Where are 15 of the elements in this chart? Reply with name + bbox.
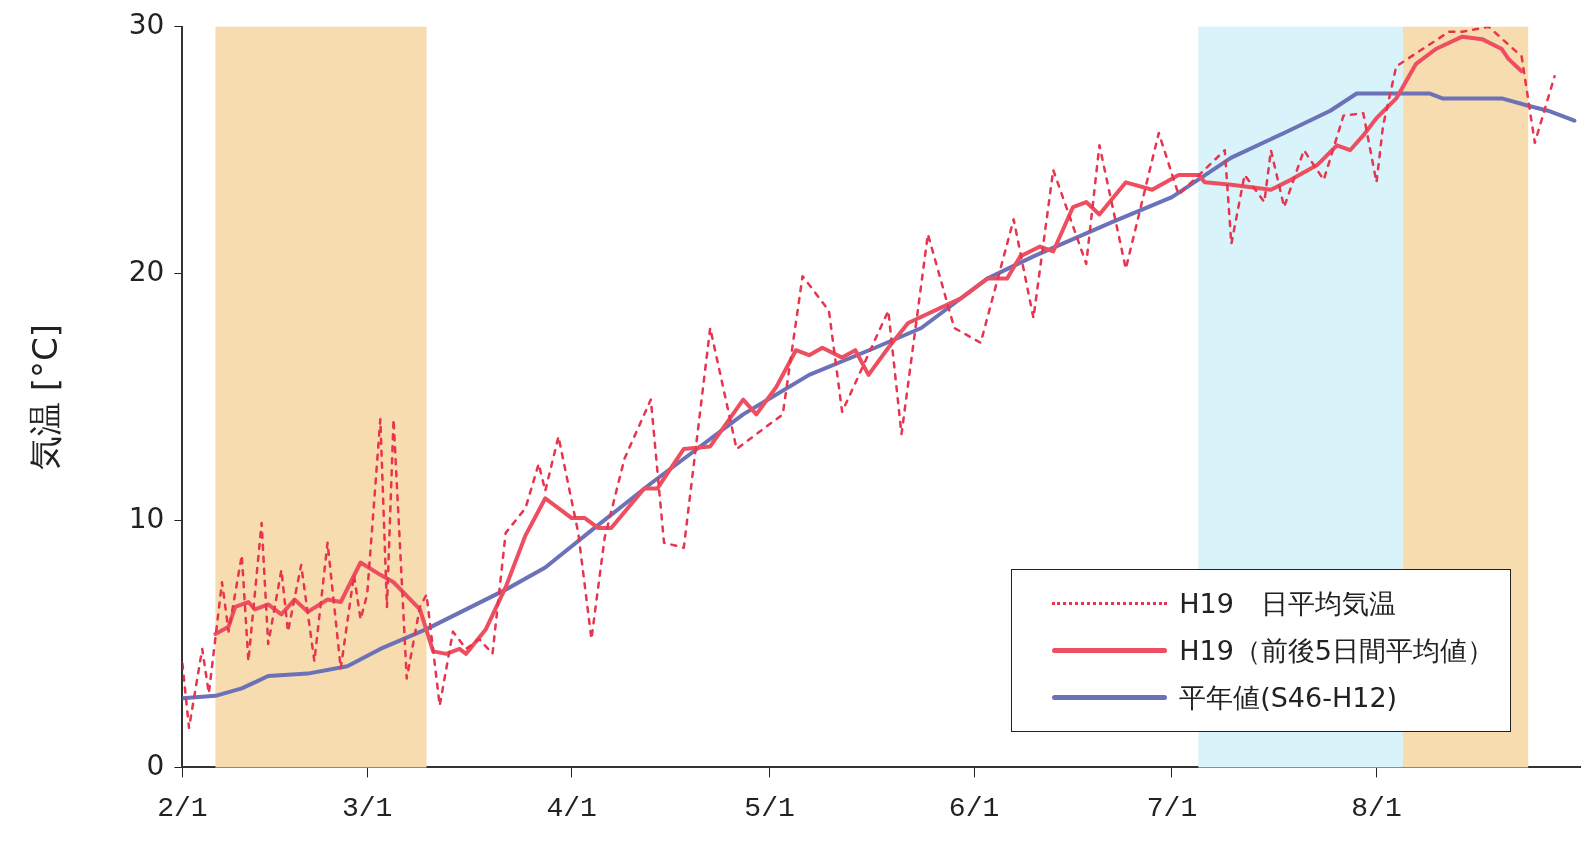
- y-axis-title: 気温 [°C]: [25, 324, 66, 471]
- y-tick-label: 10: [128, 501, 165, 535]
- x-tick-label: 7/1: [1146, 792, 1198, 824]
- x-tick-label: 5/1: [744, 792, 795, 824]
- x-tick-label: 3/1: [341, 792, 393, 824]
- legend-label: 平年値(S46-H12): [1179, 680, 1398, 715]
- x-tick-label: 6/1: [948, 792, 1000, 824]
- legend-label: H19 日平均気温: [1179, 586, 1396, 621]
- y-tick-label: 20: [128, 254, 165, 288]
- x-tick-label: 2/1: [157, 792, 208, 824]
- x-tick-label: 8/1: [1351, 792, 1402, 824]
- y-tick-label: 0: [146, 748, 165, 782]
- x-tick-label: 4/1: [546, 792, 597, 824]
- legend-label: H19（前後5日間平均値）: [1179, 633, 1494, 668]
- y-tick-label: 30: [128, 8, 165, 42]
